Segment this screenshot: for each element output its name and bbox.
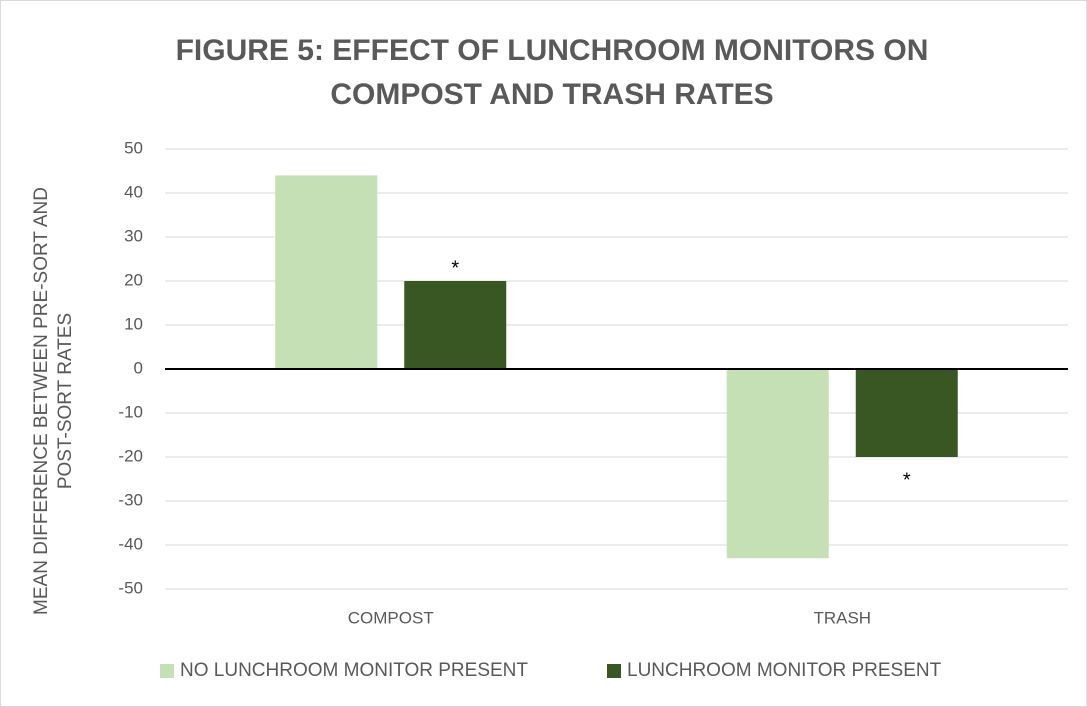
annotation: * [451,257,459,279]
legend-label: LUNCHROOM MONITOR PRESENT [627,660,942,681]
y-axis-label: MEAN DIFFERENCE BETWEEN PRE-SORT AND [31,187,52,615]
legend-swatch [607,664,621,678]
y-axis-label: POST-SORT RATES [55,313,76,489]
y-tick-label: 50 [124,138,143,157]
y-tick-label: -40 [118,534,143,553]
y-tick-label: 30 [124,226,143,245]
y-tick-label: 10 [124,314,143,333]
y-tick-label: 40 [124,182,143,201]
x-tick-label: TRASH [813,608,871,627]
y-tick-label: 20 [124,270,143,289]
bar [275,175,378,369]
y-tick-label: 0 [134,358,143,377]
bar [855,369,958,457]
annotation: * [903,469,911,491]
chart-title: FIGURE 5: EFFECT OF LUNCHROOM MONITORS O… [176,34,929,67]
bar [726,369,829,559]
legend-swatch [160,664,174,678]
y-tick-label: -20 [118,446,143,465]
x-tick-label: COMPOST [348,608,434,627]
legend-label: NO LUNCHROOM MONITOR PRESENT [180,660,528,681]
y-tick-label: -50 [118,578,143,597]
y-tick-label: -10 [118,402,143,421]
bar [404,281,507,369]
chart-title: COMPOST AND TRASH RATES [330,78,773,111]
y-tick-label: -30 [118,490,143,509]
